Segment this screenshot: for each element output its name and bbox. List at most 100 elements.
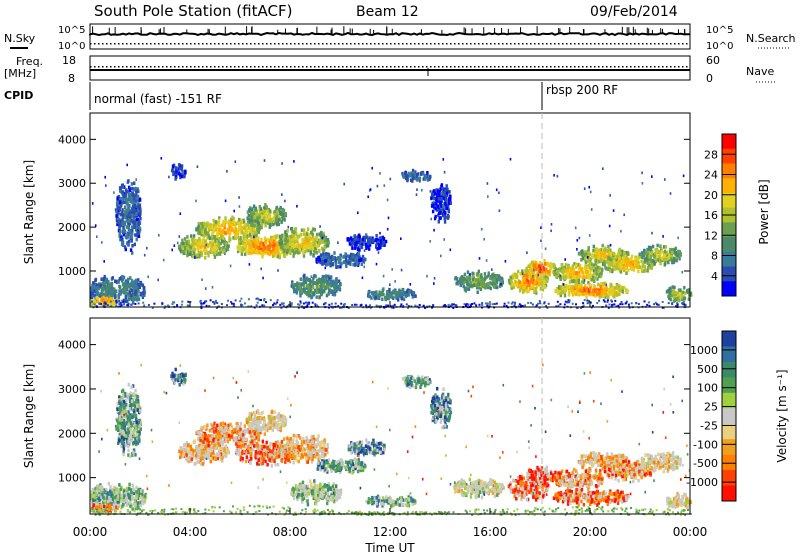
data-cell [284, 237, 288, 241]
nave-dot [650, 66, 652, 68]
data-cell [610, 261, 614, 266]
data-cell [563, 265, 566, 270]
data-cell [494, 285, 497, 289]
data-cell [278, 255, 281, 260]
ground-scatter-cell [566, 301, 569, 304]
data-cell [249, 245, 252, 250]
data-cell [369, 240, 372, 245]
data-cell [217, 239, 220, 244]
nsearch-dot [562, 43, 564, 45]
nsearch-dot [454, 43, 456, 45]
data-cell [376, 240, 379, 245]
data-cell [660, 249, 664, 254]
data-cell [565, 274, 568, 279]
data-cell [118, 284, 121, 289]
data-cell [667, 256, 670, 260]
data-cell [550, 265, 553, 270]
data-cell [190, 243, 193, 247]
data-cell [635, 264, 638, 269]
data-cell [570, 272, 573, 277]
data-cell [112, 287, 116, 292]
nsky-tick-top: 10^5 [58, 25, 85, 36]
nsearch-dot [458, 43, 460, 45]
nave-dot [290, 66, 292, 68]
data-cell [542, 267, 546, 271]
data-cell [360, 257, 363, 261]
nsearch-dot [290, 43, 292, 45]
nave-dot [178, 66, 180, 68]
data-cell [659, 244, 662, 248]
data-cell [102, 277, 106, 281]
date-label: 09/Feb/2014 [590, 4, 678, 20]
nsearch-dot [494, 43, 496, 45]
data-cell [487, 273, 490, 278]
data-cell [205, 231, 208, 236]
data-cell [389, 295, 393, 299]
data-cell [263, 206, 266, 210]
data-cell [585, 273, 588, 277]
data-cell [354, 257, 357, 262]
data-cell [475, 285, 479, 290]
data-cell [588, 283, 591, 287]
nsearch-dot [318, 43, 320, 45]
data-cell [382, 241, 385, 246]
data-cell [136, 194, 140, 199]
data-cell [272, 241, 275, 245]
data-cell [287, 245, 290, 250]
data-cell [371, 239, 375, 243]
data-cell [192, 237, 195, 241]
data-cell [96, 296, 99, 301]
data-cell [545, 267, 548, 271]
nave-dot [578, 66, 580, 68]
nsearch-dot [154, 43, 156, 45]
nsearch-dot [418, 43, 420, 45]
data-cell [599, 274, 602, 279]
ground-scatter-cell [452, 303, 455, 306]
data-cell [238, 224, 241, 229]
data-cell [243, 220, 246, 224]
data-cell [224, 216, 227, 220]
data-cell [538, 264, 541, 269]
nave-dot [674, 66, 676, 68]
data-cell [585, 288, 588, 292]
data-cell [534, 260, 537, 265]
data-cell [589, 273, 592, 277]
data-cell [295, 291, 299, 295]
data-cell [535, 284, 538, 289]
data-cell [548, 272, 551, 277]
data-cell [394, 294, 397, 299]
data-cell [679, 288, 682, 292]
data-cell [314, 274, 317, 279]
data-cell [300, 232, 303, 237]
data-cell [278, 218, 281, 222]
nave-dot [254, 66, 256, 68]
data-cell [311, 280, 314, 284]
data-cell [290, 247, 293, 251]
data-cell [384, 297, 387, 302]
nsearch-dot [294, 43, 296, 45]
data-cell [263, 215, 266, 220]
data-cell [358, 258, 361, 263]
data-cell [365, 235, 369, 240]
data-cell [563, 293, 567, 298]
data-cell [109, 284, 112, 289]
cpid-segment-1: normal (fast) -151 RF [94, 92, 222, 106]
data-cell [433, 216, 437, 221]
nave-dot [90, 66, 92, 68]
data-cell [286, 248, 289, 253]
data-cell [306, 232, 309, 236]
data-cell [132, 281, 136, 285]
nsearch-dot [506, 43, 508, 45]
data-cell [474, 278, 478, 282]
ground-scatter-cell [478, 303, 481, 306]
data-cell [282, 244, 285, 248]
data-cell [201, 224, 204, 229]
data-cell [536, 271, 539, 276]
data-cell [344, 260, 348, 264]
data-cell [275, 214, 278, 219]
data-cell [678, 256, 681, 261]
data-cell [221, 234, 224, 239]
data-cell [342, 255, 345, 259]
data-cell [346, 238, 349, 242]
data-cell [228, 226, 231, 230]
